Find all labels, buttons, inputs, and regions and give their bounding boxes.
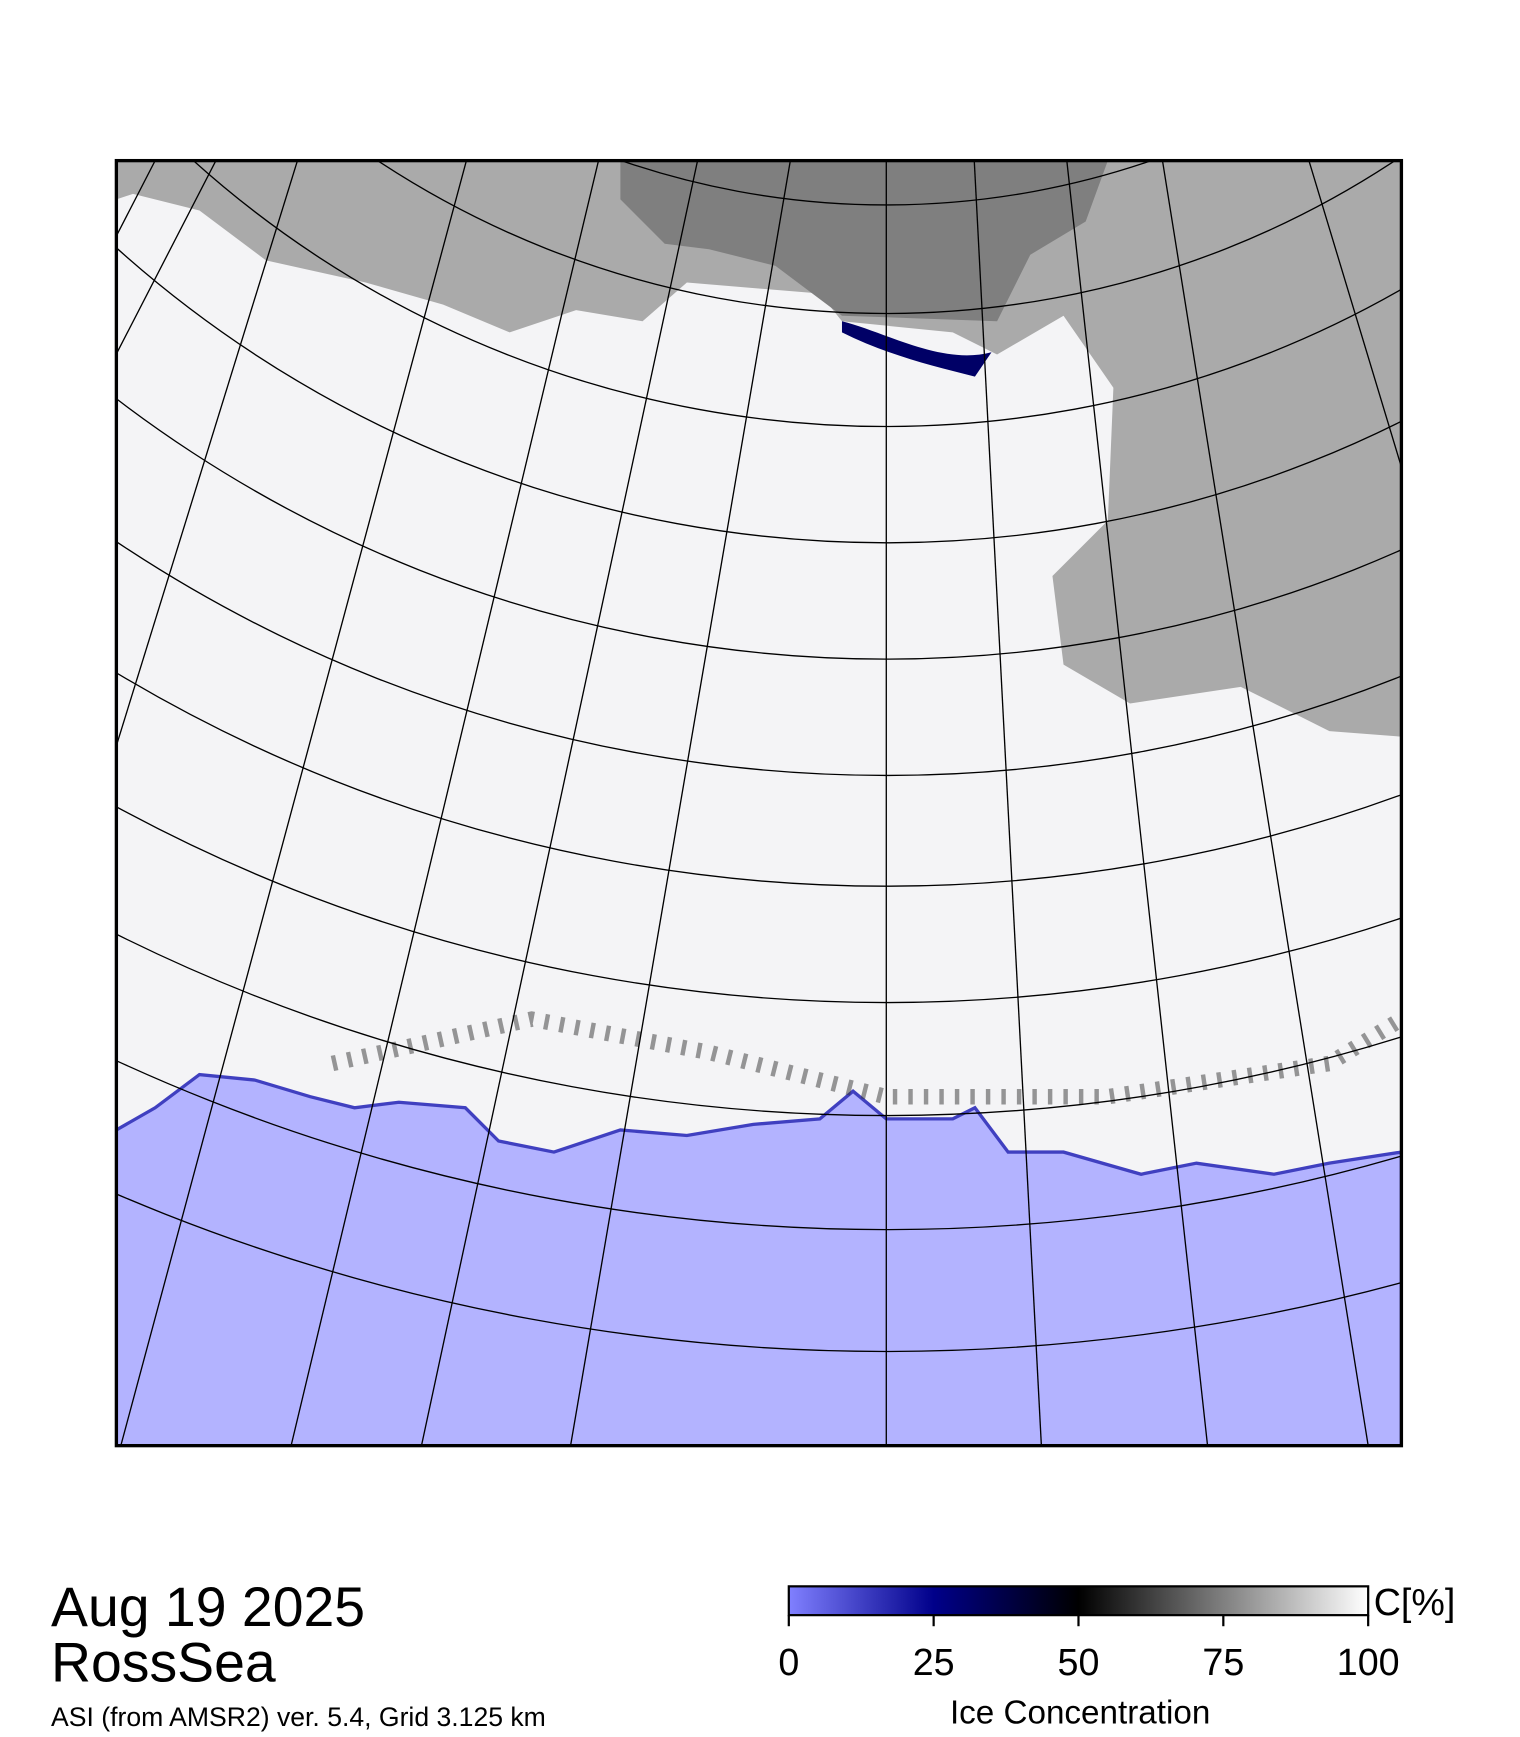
- longitude-line: [1161, 160, 1369, 1446]
- colorbar-tick-label: 75: [1202, 1641, 1244, 1683]
- graticule: [116, 160, 1402, 1446]
- region: RossSea: [51, 1632, 276, 1694]
- colorbar-tick-label: 25: [913, 1641, 955, 1683]
- open-ocean: [116, 1072, 1402, 1446]
- colorbar-unit: C[%]: [1374, 1581, 1456, 1623]
- map-area: [116, 160, 1402, 1446]
- longitude-line: [120, 160, 468, 1446]
- colorbar-tick-label: 50: [1058, 1641, 1100, 1683]
- longitude-line: [290, 160, 600, 1446]
- longitude-line: [973, 160, 1043, 1446]
- longitude-line: [1399, 160, 1402, 165]
- land: [116, 160, 1402, 737]
- colorbar-tick-label: 100: [1337, 1641, 1400, 1683]
- map-frame: [114, 158, 1404, 1448]
- polynya: [841, 321, 992, 377]
- source: ASI (from AMSR2) ver. 5.4, Grid 3.125 km: [51, 1702, 546, 1732]
- date: Aug 19 2025: [51, 1576, 365, 1638]
- colorbar-ticks: 0 25 50 75 100: [778, 1615, 1400, 1683]
- longitude-line: [420, 160, 699, 1446]
- longitude-line: [569, 160, 792, 1446]
- longitude-line: [116, 160, 299, 748]
- longitude-line: [1308, 160, 1402, 470]
- ice-edge: [330, 1011, 1402, 1105]
- ice-shelf: [620, 160, 1108, 322]
- longitude-line: [1066, 160, 1209, 1446]
- colorbar-tick-label: 0: [778, 1641, 799, 1683]
- colorbar: [787, 1585, 1370, 1617]
- colorbar-title: Ice Concentration: [950, 1695, 1210, 1732]
